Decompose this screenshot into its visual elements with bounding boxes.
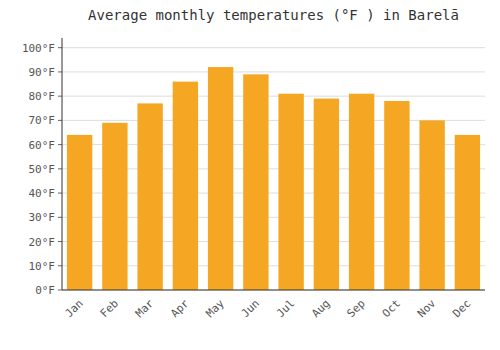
y-tick-label: 90°F xyxy=(29,66,56,79)
x-tick-label: Sep xyxy=(345,297,368,320)
y-tick xyxy=(58,96,62,97)
grid xyxy=(62,48,485,290)
bar xyxy=(278,94,303,290)
x-tick-label: Aug xyxy=(309,297,332,320)
x-tick-label: Feb xyxy=(98,297,121,320)
bar xyxy=(67,135,92,290)
y-tick xyxy=(58,241,62,242)
y-tick xyxy=(58,168,62,169)
grid-line xyxy=(62,47,485,48)
x-axis-line xyxy=(62,290,485,291)
y-tick xyxy=(58,290,62,291)
y-tick-label: 50°F xyxy=(29,163,56,176)
y-axis-line xyxy=(62,38,63,290)
title: Average monthly temperatures (°F ) in Ba… xyxy=(88,7,459,23)
y-tick-label: 70°F xyxy=(29,114,56,127)
x-tick-label: Jun xyxy=(239,297,262,320)
y-tick-label: 0°F xyxy=(35,284,55,297)
y-tick-label: 30°F xyxy=(29,211,56,224)
grid-line xyxy=(62,96,485,97)
bar xyxy=(243,74,268,290)
bar xyxy=(208,67,233,290)
y-tick xyxy=(58,71,62,72)
y-tick-label: 10°F xyxy=(29,260,56,273)
bar xyxy=(173,82,198,290)
y-tick-label: 20°F xyxy=(29,236,56,249)
y-tick xyxy=(58,265,62,266)
x-tick-label: Nov xyxy=(415,297,439,321)
x-tick-label: Jan xyxy=(63,297,86,320)
x-tick-label: Mar xyxy=(133,297,157,321)
y-tick-label: 80°F xyxy=(29,90,56,103)
bar xyxy=(137,103,162,290)
y-tick-label: 100°F xyxy=(22,42,55,55)
x-tick-label: Dec xyxy=(450,297,473,320)
bar xyxy=(419,120,444,290)
y-axis-ticks: 0°F 10°F 20°F 30°F 40°F 50°F 60°F 70°F 80°F 90°F 1… xyxy=(22,42,62,297)
x-tick-label: Oct xyxy=(380,297,403,320)
y-tick xyxy=(58,120,62,121)
x-tick-label: May xyxy=(204,297,228,321)
grid-line xyxy=(62,290,485,291)
y-tick xyxy=(58,47,62,48)
x-tick-label: Jul xyxy=(274,297,297,320)
bar xyxy=(102,123,127,290)
x-axis-ticks: Jan Feb Mar Apr May Jun Jul Aug Sep Oct Nov Dec xyxy=(63,297,474,321)
chart: Average monthly temperatures (°F ) in Ba… xyxy=(0,0,500,350)
bar xyxy=(314,99,339,290)
y-tick xyxy=(58,217,62,218)
y-tick-label: 40°F xyxy=(29,187,56,200)
bar xyxy=(455,135,480,290)
x-tick-label: Apr xyxy=(168,297,192,321)
y-tick-label: 60°F xyxy=(29,139,56,152)
grid-line xyxy=(62,71,485,72)
bars xyxy=(67,67,480,290)
bar xyxy=(384,101,409,290)
y-tick xyxy=(58,193,62,194)
y-tick xyxy=(58,144,62,145)
bar xyxy=(349,94,374,290)
